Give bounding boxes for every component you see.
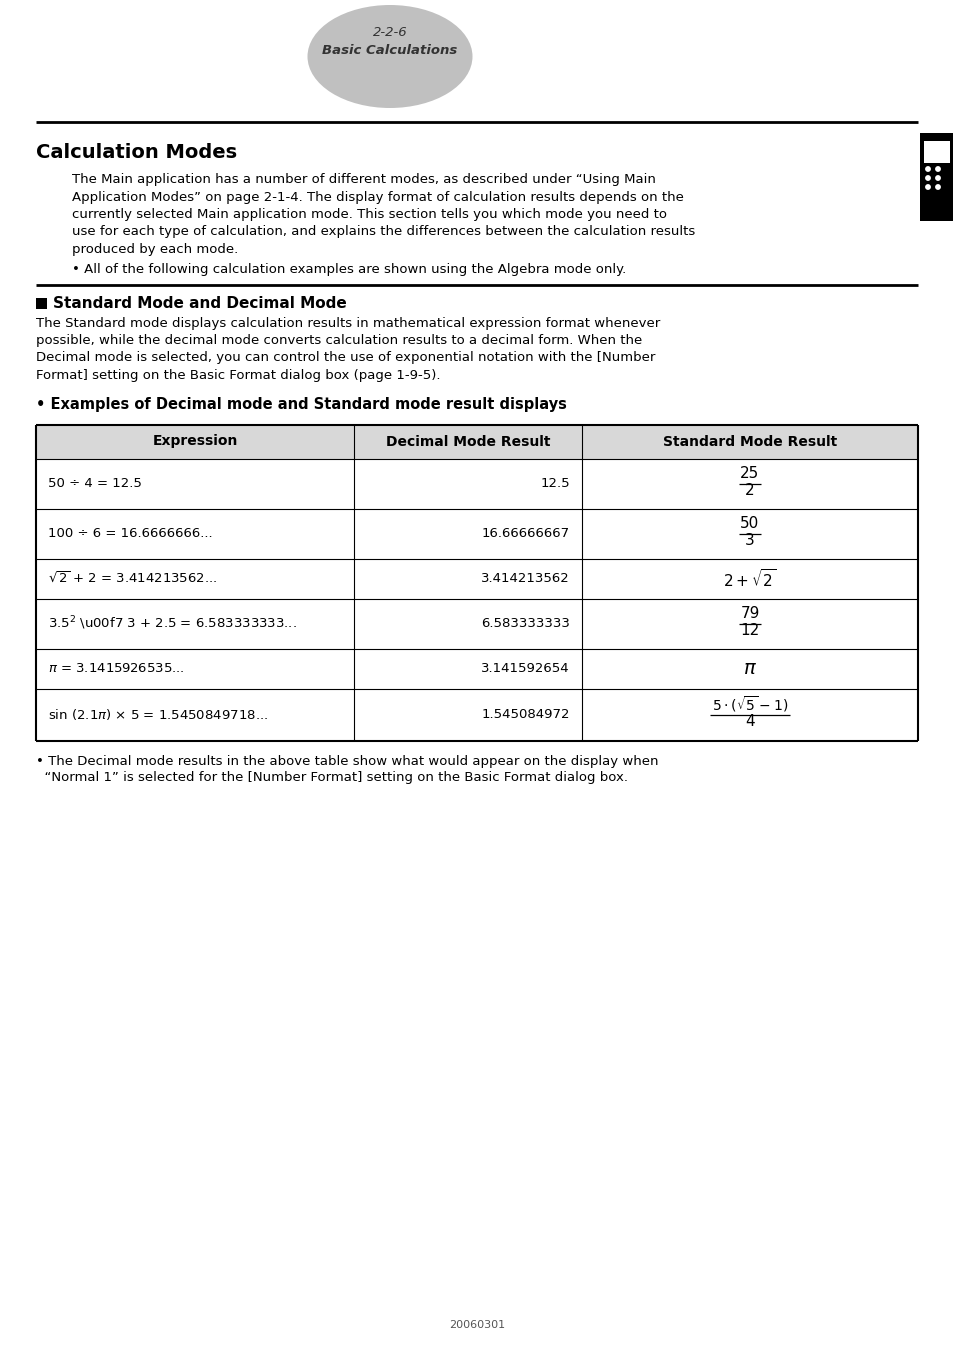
- Text: currently selected Main application mode. This section tells you which mode you : currently selected Main application mode…: [71, 208, 666, 221]
- Text: $\pi$: $\pi$: [742, 659, 757, 678]
- Text: 100 ÷ 6 = 16.6666666...: 100 ÷ 6 = 16.6666666...: [48, 526, 213, 540]
- Text: 1.545084972: 1.545084972: [481, 707, 569, 721]
- Text: 2-2-6: 2-2-6: [373, 27, 407, 39]
- Text: Basic Calculations: Basic Calculations: [322, 45, 457, 58]
- Ellipse shape: [307, 5, 472, 108]
- Text: sin (2.1$\pi$) $\times$ 5 = 1.5450849718...: sin (2.1$\pi$) $\times$ 5 = 1.5450849718…: [48, 707, 268, 722]
- Text: $\sqrt{2}$ + 2 = 3.414213562...: $\sqrt{2}$ + 2 = 3.414213562...: [48, 571, 217, 586]
- Text: Decimal mode is selected, you can control the use of exponential notation with t: Decimal mode is selected, you can contro…: [36, 351, 655, 364]
- Text: 4: 4: [744, 714, 754, 729]
- Circle shape: [935, 185, 940, 189]
- Text: use for each type of calculation, and explains the differences between the calcu: use for each type of calculation, and ex…: [71, 225, 695, 239]
- Circle shape: [935, 167, 940, 171]
- Text: • All of the following calculation examples are shown using the Algebra mode onl: • All of the following calculation examp…: [71, 262, 625, 275]
- Circle shape: [935, 176, 940, 180]
- Text: • Examples of Decimal mode and Standard mode result displays: • Examples of Decimal mode and Standard …: [36, 397, 566, 412]
- Text: Standard Mode Result: Standard Mode Result: [662, 435, 836, 448]
- Text: The Standard mode displays calculation results in mathematical expression format: The Standard mode displays calculation r…: [36, 316, 659, 329]
- Bar: [923, 140, 949, 163]
- Text: Expression: Expression: [152, 435, 237, 448]
- Text: 2: 2: [744, 483, 754, 498]
- Text: Format] setting on the Basic Format dialog box (page 1-9-5).: Format] setting on the Basic Format dial…: [36, 369, 440, 382]
- Text: 6.583333333: 6.583333333: [480, 617, 569, 630]
- Text: 25: 25: [740, 466, 759, 481]
- Circle shape: [924, 176, 929, 180]
- Text: Calculation Modes: Calculation Modes: [36, 143, 237, 162]
- Text: 12.5: 12.5: [539, 477, 569, 490]
- Text: 50: 50: [740, 516, 759, 531]
- Text: 79: 79: [740, 606, 759, 621]
- Text: Decimal Mode Result: Decimal Mode Result: [385, 435, 550, 448]
- Text: Application Modes” on page 2-1-4. The display format of calculation results depe: Application Modes” on page 2-1-4. The di…: [71, 190, 683, 204]
- Text: “Normal 1” is selected for the [Number Format] setting on the Basic Format dialo: “Normal 1” is selected for the [Number F…: [36, 771, 627, 783]
- Text: $2 +\sqrt{2}$: $2 +\sqrt{2}$: [722, 567, 776, 590]
- Text: 20060301: 20060301: [449, 1320, 504, 1330]
- Text: $3.5^2$ \u00f7 3 + 2.5 = 6.583333333...: $3.5^2$ \u00f7 3 + 2.5 = 6.583333333...: [48, 614, 296, 632]
- Text: possible, while the decimal mode converts calculation results to a decimal form.: possible, while the decimal mode convert…: [36, 333, 641, 347]
- Bar: [36, 297, 47, 309]
- Bar: [919, 134, 953, 221]
- Bar: [36, 424, 917, 459]
- Text: • The Decimal mode results in the above table show what would appear on the disp: • The Decimal mode results in the above …: [36, 755, 658, 768]
- Text: 3.414213562: 3.414213562: [480, 572, 569, 585]
- Text: 3.141592654: 3.141592654: [481, 662, 569, 675]
- Text: The Main application has a number of different modes, as described under “Using : The Main application has a number of dif…: [71, 173, 656, 186]
- Text: 3: 3: [744, 533, 754, 548]
- Text: 16.66666667: 16.66666667: [481, 526, 569, 540]
- Text: 12: 12: [740, 622, 759, 639]
- Text: $5 \cdot (\sqrt{5} - 1)$: $5 \cdot (\sqrt{5} - 1)$: [711, 695, 787, 714]
- Text: $\pi$ = 3.1415926535...: $\pi$ = 3.1415926535...: [48, 662, 185, 675]
- Circle shape: [924, 167, 929, 171]
- Text: Standard Mode and Decimal Mode: Standard Mode and Decimal Mode: [53, 297, 346, 312]
- Text: 50 ÷ 4 = 12.5: 50 ÷ 4 = 12.5: [48, 477, 142, 490]
- Circle shape: [924, 185, 929, 189]
- Text: produced by each mode.: produced by each mode.: [71, 243, 238, 256]
